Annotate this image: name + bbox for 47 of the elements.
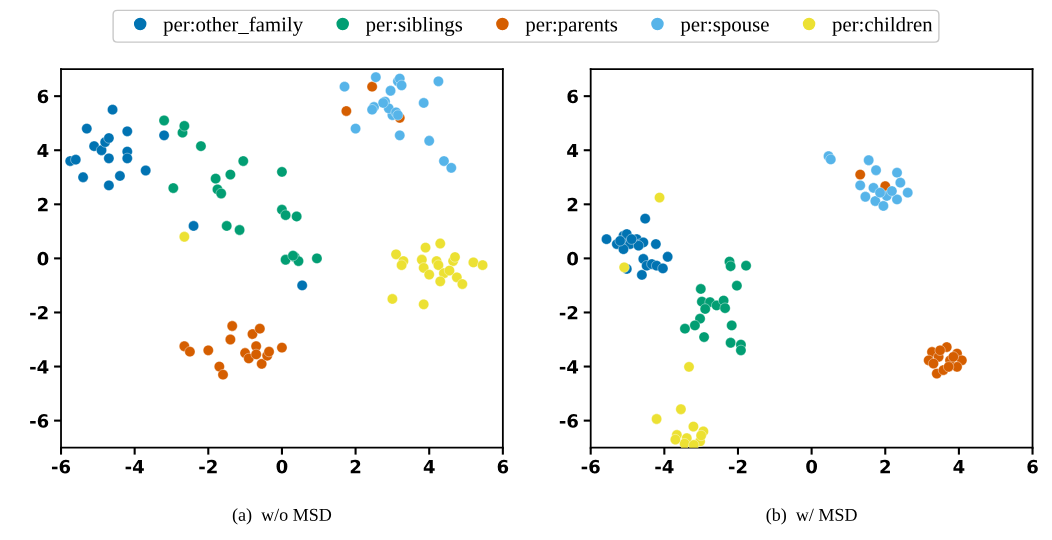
legend-label: per:parents <box>525 19 618 36</box>
y-tick-label: 2 <box>38 197 48 212</box>
point <box>423 135 435 147</box>
point <box>683 361 695 373</box>
point <box>679 323 691 335</box>
x-tick-label: 6 <box>497 459 509 474</box>
point <box>731 280 743 292</box>
x-tick-label: -6 <box>51 459 71 474</box>
x-tick-label: 0 <box>806 459 818 474</box>
y-tick-label: 6 <box>567 89 578 104</box>
point <box>121 125 133 137</box>
x-tick-label: 4 <box>423 460 435 474</box>
y-tick-label: -2 <box>559 305 578 320</box>
legend-label: per:spouse <box>680 21 769 36</box>
x-tick-label: -2 <box>728 459 747 474</box>
y-tick-label: 4 <box>37 143 49 158</box>
legend-label: per:siblings <box>365 16 463 36</box>
text: (b) w/ MSD <box>766 508 857 525</box>
point <box>70 154 82 166</box>
y-tick-label: -2 <box>30 305 48 320</box>
point <box>650 238 662 250</box>
text: (a) w/o MSD <box>232 508 332 525</box>
x-tick-label: 0 <box>276 459 288 474</box>
x-tick-label: 2 <box>350 459 361 474</box>
y-tick-label: 2 <box>567 197 578 212</box>
legend-label: per:children <box>832 16 933 36</box>
point <box>874 187 886 199</box>
x-tick-label: 6 <box>1027 459 1038 474</box>
legend-label: per:other_family <box>163 16 304 36</box>
y-tick-label: -6 <box>30 414 49 428</box>
y-tick-label: -6 <box>559 414 578 428</box>
x-tick-label: -6 <box>581 459 600 474</box>
y-tick-label: 4 <box>567 143 579 158</box>
point <box>103 180 115 191</box>
x-tick-label: 4 <box>953 460 965 474</box>
x-tick-label: 2 <box>880 459 890 474</box>
point <box>456 278 468 290</box>
point <box>420 242 431 253</box>
x-tick-label: -4 <box>125 460 144 474</box>
y-tick-label: -4 <box>30 360 49 374</box>
y-tick-label: 6 <box>37 89 49 104</box>
point <box>636 269 648 281</box>
y-tick-label: 0 <box>567 251 579 266</box>
y-tick-label: -4 <box>559 360 579 374</box>
x-tick-label: -4 <box>655 460 674 474</box>
y-tick-label: 0 <box>37 251 49 266</box>
x-tick-label: -2 <box>199 459 217 474</box>
